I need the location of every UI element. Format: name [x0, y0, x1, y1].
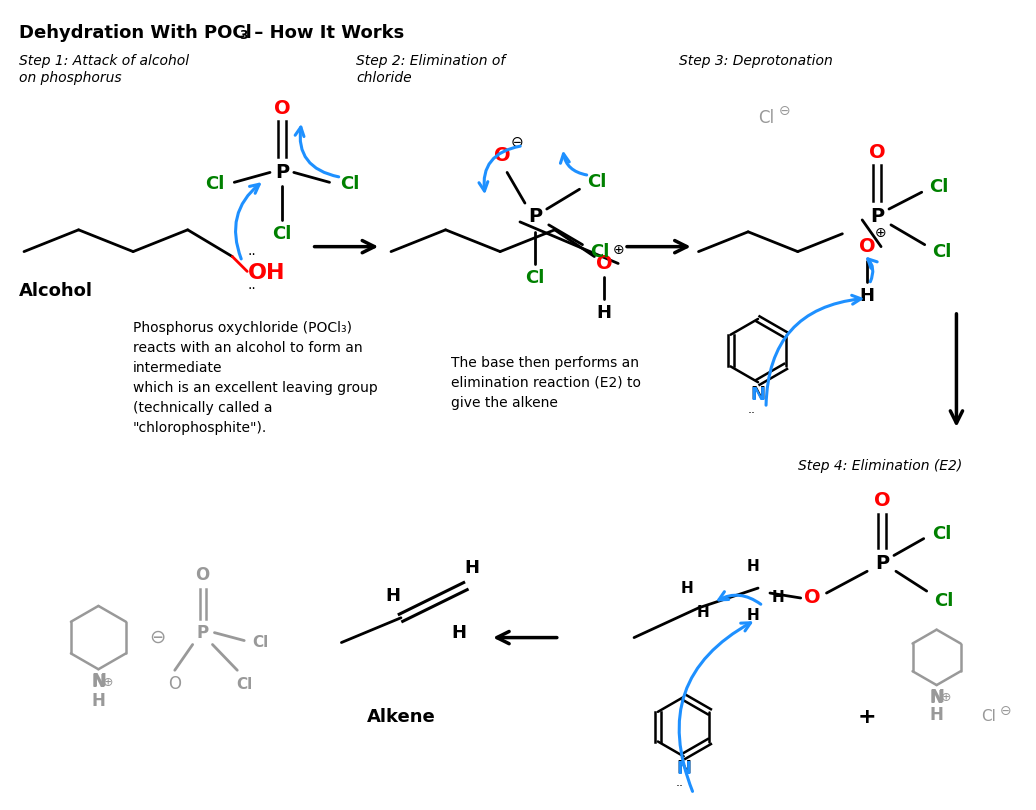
Text: H: H: [451, 624, 466, 642]
Text: N: N: [929, 688, 944, 706]
Text: Dehydration With POCl: Dehydration With POCl: [19, 24, 252, 42]
Text: ⊕: ⊕: [875, 226, 887, 240]
Text: ⊖: ⊖: [150, 628, 166, 647]
Text: P: P: [527, 207, 542, 227]
Text: Cl: Cl: [933, 592, 953, 610]
Text: O: O: [804, 589, 821, 608]
Text: Cl: Cl: [252, 635, 268, 650]
Text: Cl: Cl: [758, 109, 774, 127]
Text: ··: ··: [248, 248, 257, 262]
Text: Step 4: Elimination (E2): Step 4: Elimination (E2): [798, 459, 962, 473]
Text: O: O: [859, 237, 875, 256]
Text: H: H: [747, 559, 759, 573]
Text: O: O: [274, 99, 290, 117]
Text: N: N: [750, 386, 766, 404]
Text: ··: ··: [675, 779, 684, 792]
Text: O: O: [196, 566, 209, 584]
Text: O: O: [596, 254, 612, 273]
Text: N: N: [929, 689, 944, 707]
Text: – How It Works: – How It Works: [249, 24, 404, 42]
Text: ⊕: ⊕: [612, 243, 624, 257]
Text: Step 2: Elimination of: Step 2: Elimination of: [356, 53, 506, 68]
Text: Step 3: Deprotonation: Step 3: Deprotonation: [679, 53, 833, 68]
Text: +: +: [858, 707, 876, 727]
Text: ⊖: ⊖: [779, 104, 790, 118]
Text: Cl: Cl: [929, 178, 948, 196]
Text: ··: ··: [748, 407, 756, 420]
Text: H: H: [385, 587, 401, 605]
Text: Step 1: Attack of alcohol: Step 1: Attack of alcohol: [19, 53, 190, 68]
Text: H: H: [597, 304, 612, 322]
Text: Cl: Cl: [272, 225, 291, 243]
Text: Cl: Cl: [589, 242, 609, 261]
Text: Cl: Cl: [236, 676, 253, 692]
Text: P: P: [197, 624, 208, 642]
Text: Cl: Cl: [981, 710, 996, 724]
Text: P: P: [875, 554, 889, 573]
Text: Phosphorus oxychloride (POCl₃)
reacts with an alcohol to form an
intermediate
wh: Phosphorus oxychloride (POCl₃) reacts wi…: [133, 321, 378, 435]
Text: H: H: [465, 559, 480, 578]
Text: N: N: [91, 672, 106, 690]
Text: H: H: [697, 605, 710, 620]
Text: Alcohol: Alcohol: [19, 282, 93, 301]
Text: N: N: [677, 759, 691, 778]
Text: Cl: Cl: [340, 175, 359, 194]
Text: ⊖: ⊖: [1000, 704, 1012, 718]
Text: O: O: [168, 675, 181, 693]
Text: H: H: [772, 590, 784, 606]
Text: H: H: [91, 692, 106, 710]
Text: P: P: [870, 207, 884, 227]
Text: O: O: [869, 143, 886, 162]
Text: H: H: [681, 581, 693, 595]
Text: O: O: [494, 146, 511, 165]
Text: ··: ··: [248, 282, 257, 296]
Text: H: H: [860, 287, 874, 305]
Text: ⊕: ⊕: [103, 676, 114, 688]
Text: Cl: Cl: [931, 525, 951, 543]
Text: Cl: Cl: [586, 173, 606, 191]
Text: OH: OH: [249, 263, 286, 284]
Text: N: N: [677, 761, 691, 778]
Text: Cl: Cl: [525, 269, 545, 288]
Text: N: N: [91, 673, 106, 691]
Text: Cl: Cl: [931, 242, 951, 261]
Text: P: P: [275, 163, 289, 182]
Text: Alkene: Alkene: [367, 708, 435, 726]
Text: 3: 3: [239, 29, 248, 42]
Text: N: N: [750, 385, 766, 403]
Text: ⊕: ⊕: [942, 692, 952, 705]
Text: H: H: [929, 706, 944, 724]
Text: on phosphorus: on phosphorus: [19, 71, 121, 86]
Text: The base then performs an
elimination reaction (E2) to
give the alkene: The base then performs an elimination re…: [451, 356, 640, 410]
Text: chloride: chloride: [356, 71, 412, 86]
Text: ⊖: ⊖: [511, 135, 523, 150]
Text: O: O: [873, 491, 890, 509]
Text: Cl: Cl: [205, 175, 224, 194]
Text: H: H: [747, 608, 759, 624]
